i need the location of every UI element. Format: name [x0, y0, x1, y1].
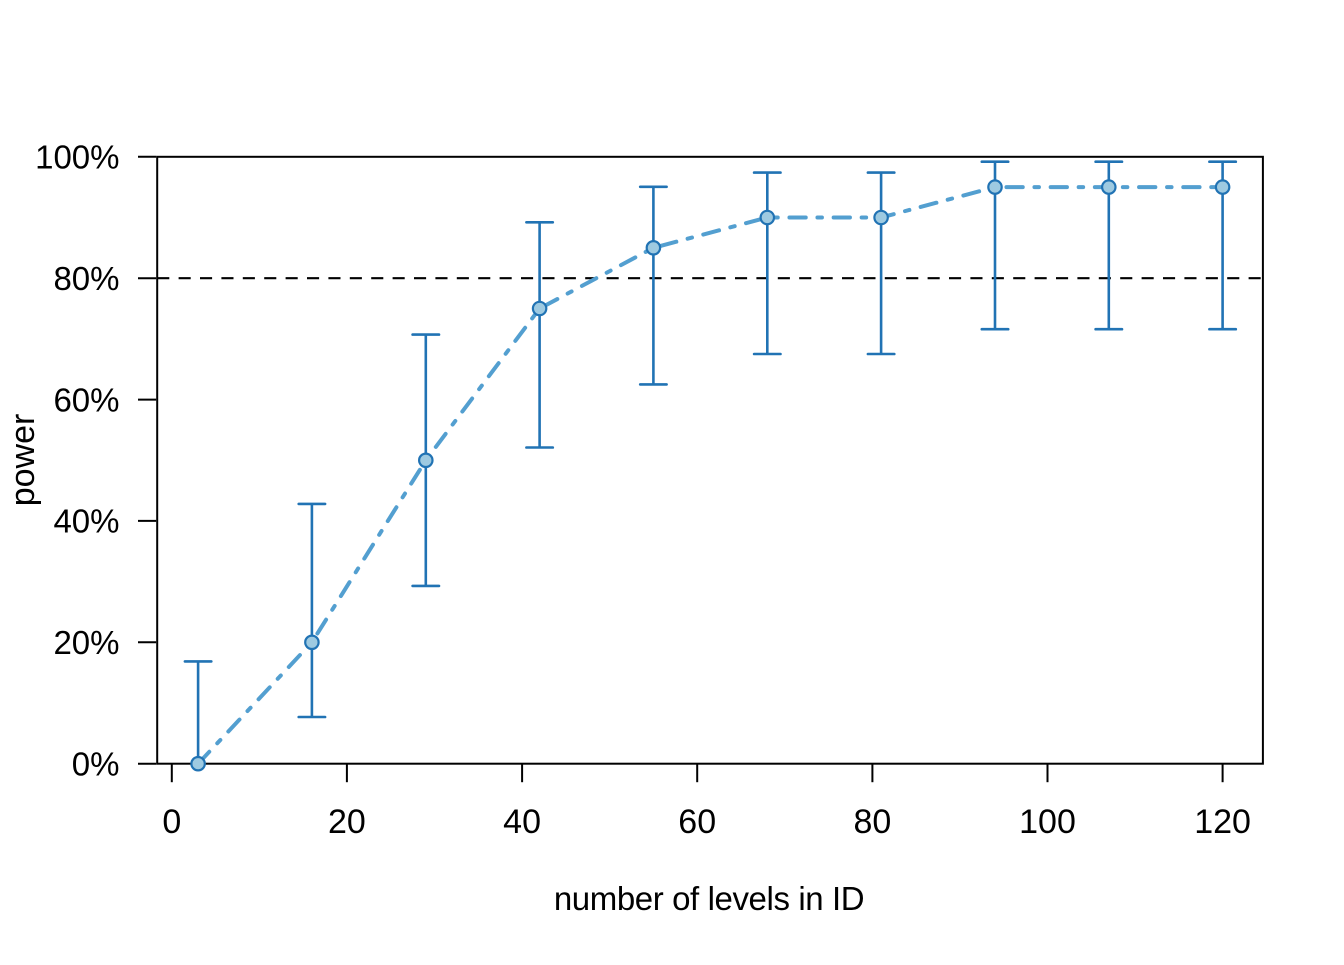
svg-text:0%: 0%: [72, 745, 120, 782]
svg-text:120: 120: [1194, 803, 1251, 841]
svg-text:80%: 80%: [53, 260, 119, 297]
svg-text:40%: 40%: [53, 503, 119, 540]
svg-text:60: 60: [678, 803, 716, 841]
svg-text:80: 80: [853, 803, 891, 841]
svg-text:40: 40: [503, 803, 541, 841]
svg-text:60%: 60%: [53, 381, 119, 418]
svg-text:20%: 20%: [53, 624, 119, 661]
svg-text:20: 20: [328, 803, 366, 841]
svg-text:number of levels in ID: number of levels in ID: [554, 880, 864, 917]
svg-text:power: power: [4, 414, 42, 507]
svg-text:100: 100: [1019, 803, 1076, 841]
svg-text:0: 0: [162, 803, 181, 841]
svg-text:100%: 100%: [35, 139, 119, 176]
